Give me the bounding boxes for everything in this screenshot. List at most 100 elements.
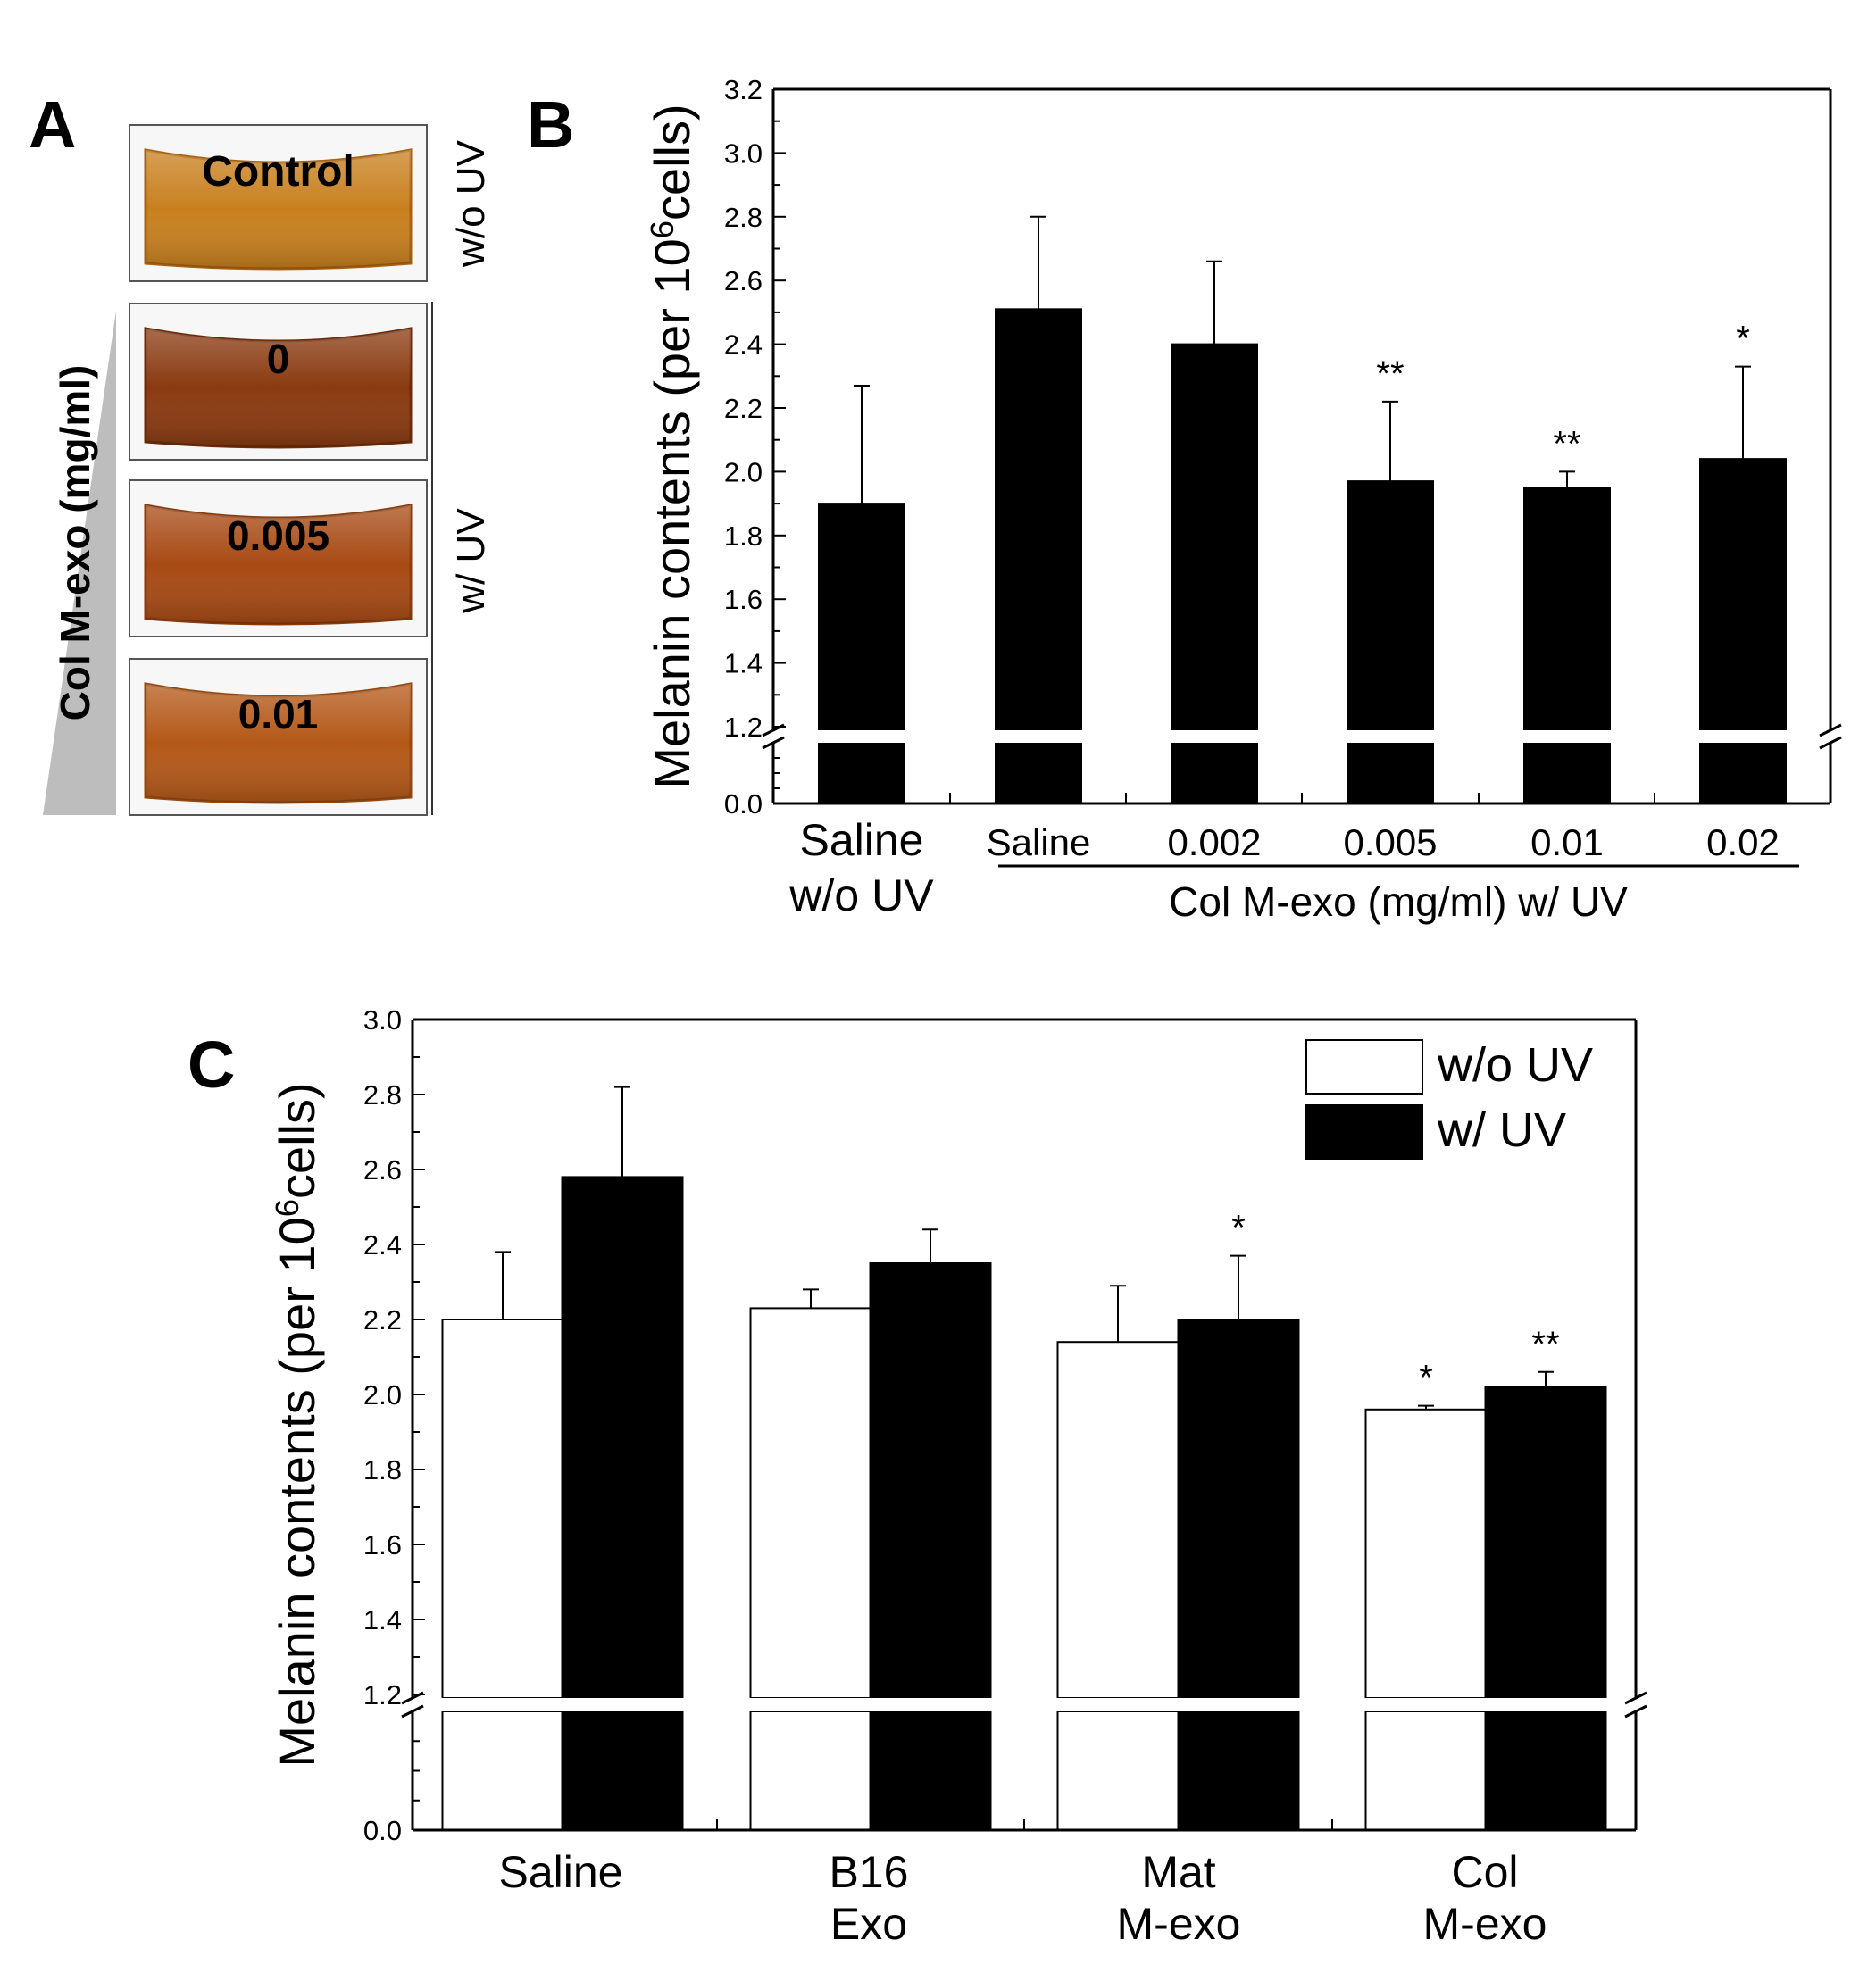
well-label: Control	[202, 148, 354, 196]
panel-a-letter: A	[29, 87, 76, 162]
bar-lower-bar	[1347, 742, 1434, 804]
y-tick-label: 1.8	[724, 520, 763, 552]
concentration-wedge	[43, 311, 116, 815]
axis-break-gap	[771, 730, 1832, 743]
legend-label: w/o UV	[1437, 1038, 1593, 1092]
panel-b-chart: B*****1.21.41.61.82.02.22.42.62.83.03.20…	[527, 74, 1842, 925]
well-shading	[146, 505, 411, 624]
bar-lower-w-o-uv	[1364, 1710, 1488, 1831]
x-tick-label: M-exo	[1423, 1899, 1547, 1949]
legend-label: w/ UV	[1437, 1103, 1566, 1157]
y-tick-label: 2.8	[363, 1079, 402, 1111]
y-tick-label: 2.4	[363, 1229, 402, 1261]
y-tick-label: 1.6	[724, 584, 763, 615]
axis-break-gap	[411, 1698, 1638, 1711]
bar-upper-w-o-uv	[1056, 1341, 1180, 1699]
well-shading	[146, 684, 411, 803]
y-tick-label: 1.4	[363, 1604, 402, 1636]
bar-lower-w-o-uv	[441, 1710, 564, 1831]
bar-lower-bar	[1171, 742, 1258, 804]
y-tick-label: 2.0	[724, 456, 763, 487]
x-tick-label: Saline	[499, 1847, 623, 1897]
y-tick-label: 2.2	[724, 393, 763, 424]
panel-c-chart: C****1.21.41.61.82.02.22.42.62.83.00.0Me…	[188, 1004, 1647, 1949]
y-tick-label: 3.2	[724, 74, 763, 105]
significance-mark: *	[1736, 320, 1750, 359]
axis-break-mark	[762, 736, 785, 750]
x-tick-label: 0.01	[1530, 821, 1604, 863]
x-tick-label: B16	[830, 1847, 909, 1897]
concentration-label: Col M-exo (mg/ml)	[52, 365, 98, 721]
group-label: Col M-exo (mg/ml) w/ UV	[1169, 878, 1628, 925]
y-tick-label: 1.4	[724, 648, 763, 679]
x-tick-label: Saline	[800, 815, 924, 865]
axis-break-mark	[1624, 1691, 1647, 1705]
y-tick-label: 1.2	[363, 1679, 402, 1710]
bar-upper-w-o-uv	[1364, 1408, 1488, 1700]
y-tick-label: 1.2	[724, 712, 763, 743]
significance-mark: *	[1419, 1359, 1433, 1398]
well-label: 0.005	[227, 512, 329, 559]
bar-lower-bar	[1699, 742, 1787, 804]
side-label-bottom: w/ UV	[449, 508, 493, 614]
y-tick-label: 2.8	[724, 202, 763, 233]
well-shading	[146, 150, 411, 269]
well-shading	[146, 329, 411, 447]
y-tick-label: 1.6	[363, 1529, 402, 1561]
x-tick-label: 0.02	[1706, 821, 1780, 863]
axis-break-mark	[401, 1704, 424, 1719]
y-tick-label: 0.0	[724, 788, 763, 820]
bar-upper-bar	[1523, 487, 1611, 731]
panel-a: A Control 0 0.005 0.01 w/o UV w/ UV Col M-exo (…	[29, 87, 493, 816]
bar-upper-w-o-uv	[749, 1307, 872, 1700]
bar-upper-w-o-uv	[441, 1319, 564, 1699]
y-tick-label: 3.0	[363, 1004, 402, 1036]
panel-c-letter: C	[188, 1028, 235, 1102]
y-tick-label: 2.6	[363, 1154, 402, 1186]
bar-lower-w-o-uv	[1056, 1710, 1180, 1831]
significance-mark: *	[1231, 1209, 1246, 1248]
bar-lower-bar	[818, 742, 905, 804]
x-tick-label: 0.005	[1343, 821, 1437, 863]
bar-upper-bar	[1347, 480, 1434, 731]
bar-upper-bar	[1171, 343, 1258, 731]
bar-lower-bar	[995, 742, 1082, 804]
y-tick-label: 2.6	[724, 265, 763, 296]
y-tick-label: 0.0	[363, 1815, 402, 1846]
well-1: 0	[129, 303, 428, 461]
bar-upper-w-uv	[561, 1176, 684, 1699]
y-tick-label: 3.0	[724, 137, 763, 169]
legend: w/o UV w/ UV	[1305, 1038, 1593, 1160]
significance-mark: **	[1531, 1325, 1559, 1364]
x-tick-label: Col	[1451, 1847, 1518, 1897]
bar-lower-w-uv	[1177, 1710, 1300, 1831]
bar-upper-w-uv	[1484, 1386, 1607, 1699]
legend-swatch	[1305, 1104, 1423, 1160]
panel-b-letter: B	[527, 87, 574, 162]
bar-upper-bar	[1699, 458, 1787, 731]
y-tick-label: 2.0	[363, 1379, 402, 1411]
y-tick-label: 2.2	[363, 1304, 402, 1336]
y-axis-label: Melanin contents (per 106cells)	[644, 104, 700, 788]
axis-break-mark	[1624, 1704, 1647, 1719]
bar-upper-bar	[995, 308, 1082, 731]
axis-break-mark	[1819, 736, 1842, 750]
x-tick-label: Saline	[987, 821, 1091, 863]
bar-upper-bar	[818, 503, 905, 731]
bar-lower-bar	[1523, 742, 1611, 804]
y-axis-label: Melanin contents (per 106cells)	[269, 1082, 325, 1767]
x-tick-label: Mat	[1141, 1847, 1215, 1897]
bar-lower-w-uv	[869, 1710, 992, 1831]
y-tick-label: 1.8	[363, 1454, 402, 1486]
significance-mark: **	[1376, 354, 1404, 394]
x-tick-label: Exo	[830, 1899, 907, 1949]
well-3: 0.01	[129, 658, 428, 816]
bar-lower-w-o-uv	[749, 1710, 872, 1831]
x-tick-label: w/o UV	[788, 870, 934, 920]
bar-lower-w-uv	[1484, 1710, 1607, 1831]
well-0: Control	[129, 124, 428, 282]
x-tick-label: 0.002	[1167, 821, 1261, 863]
axis-break-mark	[1819, 723, 1842, 737]
y-tick-label: 2.4	[724, 329, 763, 361]
